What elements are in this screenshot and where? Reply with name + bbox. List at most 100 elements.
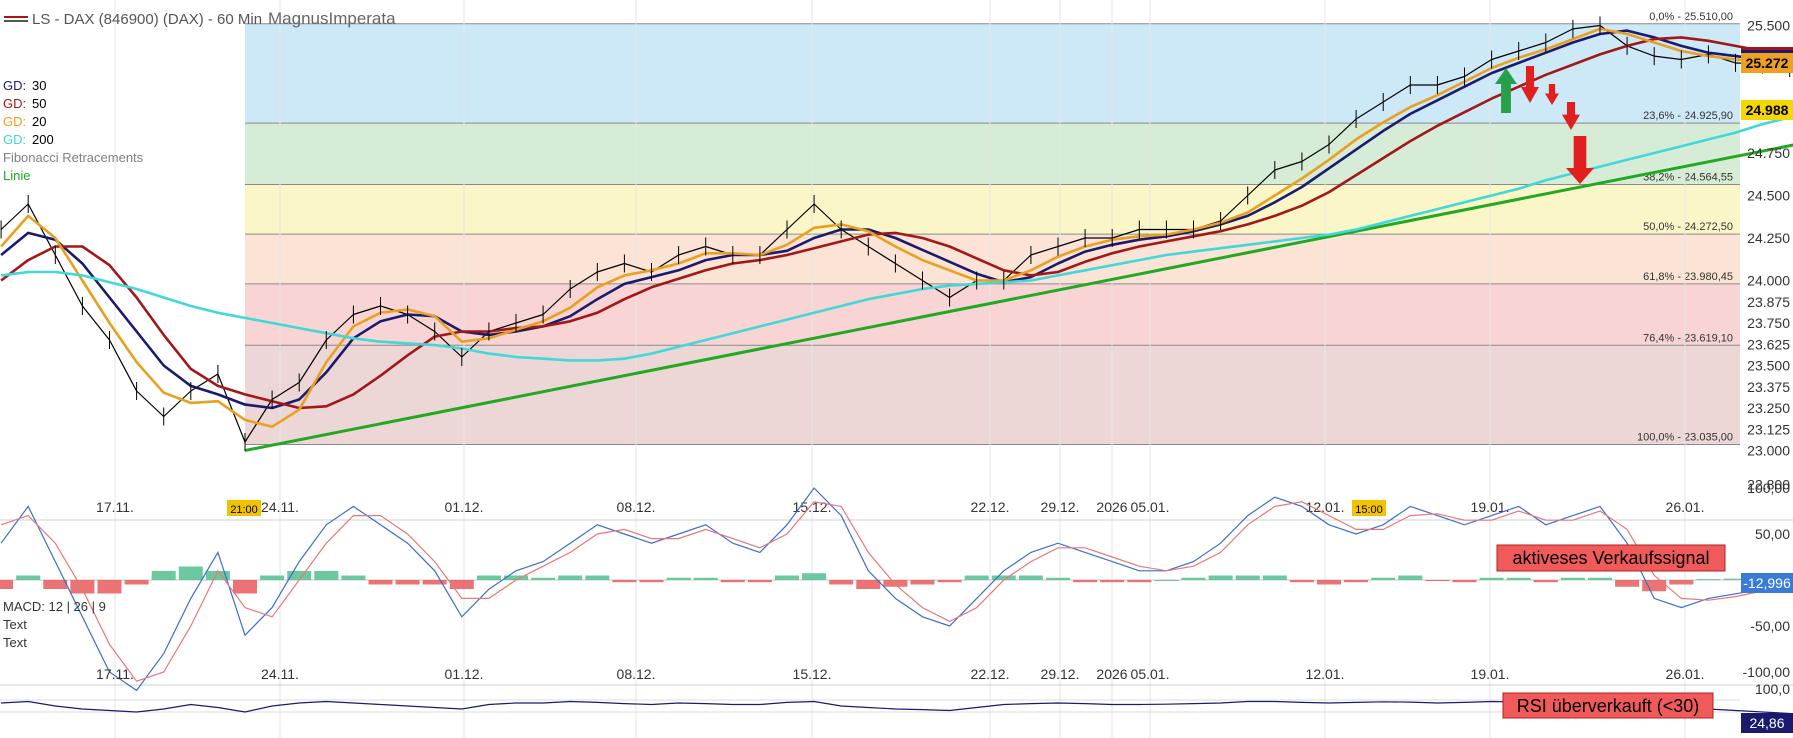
y-tick-label: 24.500 bbox=[1747, 188, 1790, 204]
macd-histogram-bar bbox=[1452, 580, 1477, 583]
y-tick-label: 24.000 bbox=[1747, 273, 1790, 289]
macd-histogram-bar bbox=[1208, 575, 1233, 580]
legend-key: GD: bbox=[3, 96, 26, 111]
macd-histogram-bar bbox=[964, 575, 989, 580]
badge-strip bbox=[1741, 47, 1793, 50]
macd-histogram-bar bbox=[97, 580, 122, 594]
rsi-series-line bbox=[1, 700, 1790, 715]
arrow-down bbox=[1566, 136, 1594, 184]
y-tick-label: 23.500 bbox=[1747, 358, 1790, 374]
x-tick-label: 05.01. bbox=[1131, 499, 1170, 515]
macd-histogram-bar bbox=[178, 566, 203, 580]
rsi-y-tick-label: 100,0 bbox=[1755, 681, 1790, 697]
macd-histogram-bar bbox=[1154, 580, 1179, 581]
y-tick-label: 24.250 bbox=[1747, 230, 1790, 246]
macd-histogram-bar bbox=[260, 575, 285, 580]
macd-y-tick-label: 50,00 bbox=[1755, 526, 1790, 542]
y-tick-label: 24.750 bbox=[1747, 145, 1790, 161]
y-tick-label: 23.375 bbox=[1747, 379, 1790, 395]
fib-zone bbox=[245, 184, 1740, 235]
legend-item: Fibonacci Retracements bbox=[3, 150, 144, 165]
badge-bg bbox=[1741, 713, 1793, 733]
badge-text: 25.272 bbox=[1746, 55, 1789, 71]
x-marker-left: 21:00 bbox=[227, 500, 261, 516]
x-tick-label: 22.12. bbox=[971, 499, 1010, 515]
arrow-up bbox=[1495, 68, 1517, 113]
macd-histogram-bar bbox=[612, 580, 637, 583]
legend-value: 200 bbox=[32, 132, 54, 147]
fib-zone bbox=[245, 23, 1740, 124]
x-tick-label: 08.12. bbox=[617, 499, 656, 515]
x-marker-text: 21:00 bbox=[230, 504, 258, 516]
macd-histogram-bar bbox=[1371, 577, 1396, 580]
fib-label: 23,6% - 24.925,90 bbox=[1643, 110, 1733, 122]
macd-histogram-bar bbox=[1181, 577, 1206, 580]
annotation-bg bbox=[1502, 692, 1714, 719]
arrow-down bbox=[1562, 102, 1580, 130]
macd-histogram-bar bbox=[0, 580, 14, 589]
macd-histogram-bar bbox=[531, 577, 556, 580]
macd-x-tick-label: 05.01. bbox=[1131, 666, 1170, 682]
chart-title: LS - DAX (846900) (DAX) - 60 Min bbox=[32, 11, 262, 28]
macd-histogram-bar bbox=[124, 580, 149, 585]
macd-y-tick-label: 100,00 bbox=[1747, 480, 1790, 496]
rsi-signal-annotation: RSI überverkauft (<30) bbox=[1502, 692, 1714, 719]
x-marker-bg bbox=[1352, 500, 1386, 516]
y-tick-label: 23.250 bbox=[1747, 400, 1790, 416]
legend-value: 50 bbox=[32, 96, 46, 111]
macd-histogram-bar bbox=[1533, 580, 1558, 583]
badge-text: 24,86 bbox=[1749, 715, 1784, 731]
badge-bg bbox=[1741, 53, 1793, 73]
legend: GD: 30 GD: 50 GD: 20 GD: 200 Fibonacci Retraceme… bbox=[3, 78, 144, 183]
chart-watermark: MagnusImperata bbox=[268, 9, 396, 28]
macd-series-line bbox=[0, 501, 1790, 682]
macd-histogram-bar bbox=[1588, 577, 1612, 580]
badge-text: 24.988 bbox=[1746, 102, 1789, 118]
macd-histogram-bar bbox=[1696, 579, 1721, 581]
annotation-bg bbox=[1496, 544, 1726, 572]
x-tick-label: 15.12. bbox=[793, 499, 832, 515]
x-marker-right: 15:00 bbox=[1352, 500, 1386, 516]
macd-histogram-bar bbox=[1262, 575, 1287, 580]
macd-text: Text bbox=[3, 635, 27, 650]
x-tick-label: 2026 bbox=[1096, 499, 1127, 515]
macd-histogram-bar bbox=[1046, 577, 1070, 580]
macd-histogram-bar bbox=[16, 575, 41, 580]
fib-label: 38,2% - 24.564,55 bbox=[1643, 172, 1733, 184]
rsi-value-badge: 24,86 bbox=[1741, 713, 1793, 733]
macd-x-tick-label: 01.12. bbox=[445, 666, 484, 682]
macd-histogram-bar bbox=[1100, 580, 1125, 583]
annotation-text: RSI überverkauft (<30) bbox=[1517, 696, 1700, 716]
macd-histogram-bar bbox=[856, 580, 881, 589]
macd-histogram-bar bbox=[775, 575, 799, 580]
fib-zone bbox=[245, 345, 1740, 445]
annotation-text: aktiveses Verkaufssignal bbox=[1512, 548, 1709, 568]
x-tick-label: 24.11. bbox=[261, 499, 299, 515]
macd-histogram-bar bbox=[1398, 575, 1423, 580]
macd-x-tick-label: 29.12. bbox=[1041, 666, 1080, 682]
macd-histogram-bar bbox=[1018, 575, 1043, 580]
macd-histogram-bar bbox=[1479, 577, 1504, 580]
y-tick-label: 22.800 bbox=[1747, 477, 1790, 493]
macd-histogram-bar bbox=[1235, 575, 1260, 580]
macd-x-tick-label: 19.01. bbox=[1471, 666, 1510, 682]
y-tick-label: 23.875 bbox=[1747, 294, 1790, 310]
macd-histogram-bar bbox=[585, 575, 610, 580]
macd-x-tick-label: 08.12. bbox=[617, 666, 656, 682]
trendline bbox=[244, 143, 1793, 452]
macd-histogram-bar bbox=[910, 580, 935, 585]
macd-histogram-bar bbox=[1723, 578, 1748, 580]
macd-histogram-bar bbox=[395, 580, 420, 585]
fib-zone bbox=[245, 123, 1740, 185]
badge-strip bbox=[1741, 50, 1793, 53]
arrow-down bbox=[1545, 84, 1559, 105]
macd-histogram-bar bbox=[558, 575, 583, 580]
macd-histogram-bar bbox=[829, 580, 854, 585]
chart-header: LS - DAX (846900) (DAX) - 60 Min MagnusIm… bbox=[4, 9, 396, 28]
macd-histogram-bar bbox=[1344, 580, 1369, 583]
ma-price-badge: 25.272 bbox=[1741, 53, 1793, 73]
legend-item: Linie bbox=[3, 168, 30, 183]
macd-histogram-bar bbox=[666, 577, 691, 580]
